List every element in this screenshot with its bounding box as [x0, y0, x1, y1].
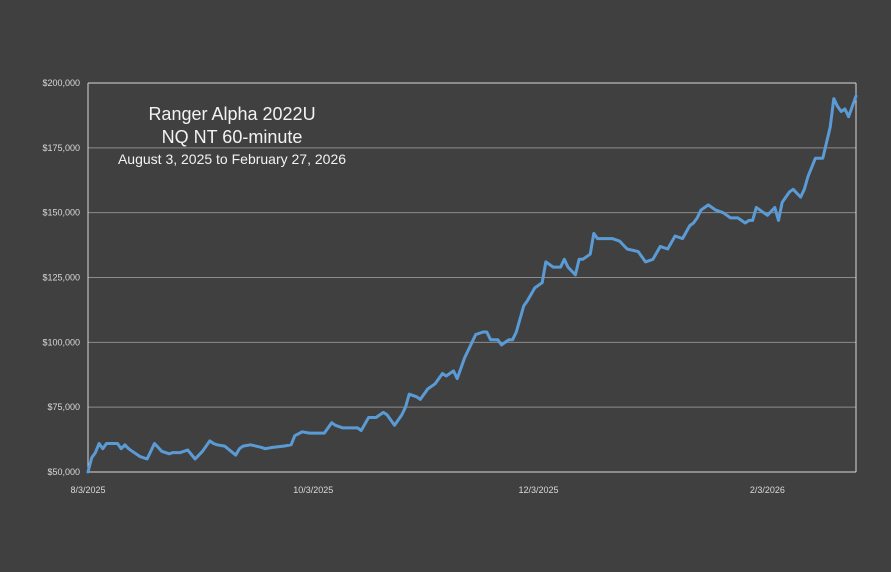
chart-title-line: August 3, 2025 to February 27, 2026 [118, 151, 346, 167]
x-axis-tick-labels: 8/3/2025 10/3/2025 12/3/2025 2/3/2026 [70, 485, 784, 495]
chart-title-line: Ranger Alpha 2022U [148, 104, 315, 124]
series-line [86, 94, 858, 474]
y-tick-label: $50,000 [47, 467, 80, 477]
series-layer [86, 94, 858, 474]
chart-title-line: NQ NT 60-minute [162, 127, 303, 147]
x-tick-label: 12/3/2025 [518, 485, 558, 495]
chart-title-block: Ranger Alpha 2022U NQ NT 60-minute August … [118, 104, 346, 167]
y-axis-tick-labels: $50,000 $75,000 $100,000 $125,000 $150,000 $1… [42, 78, 80, 477]
x-tick-label: 10/3/2025 [293, 485, 333, 495]
y-tick-label: $100,000 [42, 337, 80, 347]
y-tick-label: $125,000 [42, 273, 80, 283]
y-tick-label: $175,000 [42, 143, 80, 153]
y-tick-label: $200,000 [42, 78, 80, 88]
x-tick-label: 2/3/2026 [750, 485, 785, 495]
x-tick-label: 8/3/2025 [70, 485, 105, 495]
axes [87, 82, 857, 473]
y-tick-label: $150,000 [42, 208, 80, 218]
y-tick-label: $75,000 [47, 402, 80, 412]
